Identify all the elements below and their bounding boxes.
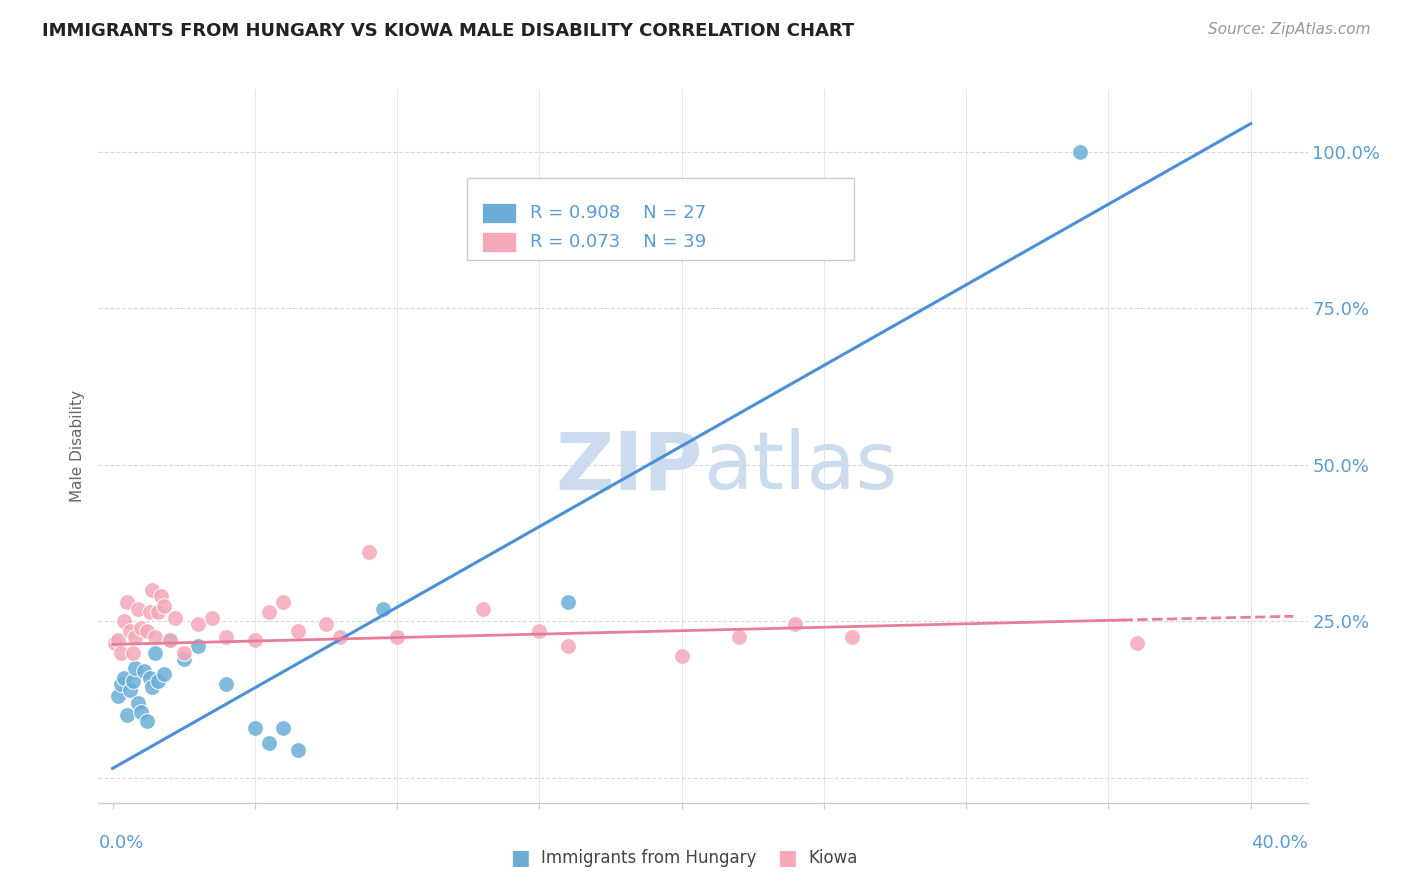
Point	[153, 667, 176, 681]
Point	[127, 601, 149, 615]
Point	[121, 673, 143, 688]
Point	[153, 599, 176, 613]
Point	[257, 605, 280, 619]
Point	[143, 630, 166, 644]
Text: atlas: atlas	[703, 428, 897, 507]
Point	[110, 646, 132, 660]
Point	[121, 646, 143, 660]
Point	[529, 624, 551, 638]
Text: 40.0%: 40.0%	[1251, 834, 1308, 852]
Point	[201, 611, 224, 625]
Point	[124, 661, 146, 675]
Point	[141, 680, 163, 694]
Point	[243, 721, 266, 735]
Text: R = 0.908    N = 27: R = 0.908 N = 27	[530, 204, 706, 222]
Y-axis label: Male Disability: Male Disability	[70, 390, 86, 502]
Point	[187, 617, 209, 632]
Point	[287, 624, 309, 638]
Point	[371, 601, 394, 615]
Text: Kiowa: Kiowa	[808, 849, 858, 867]
FancyBboxPatch shape	[482, 202, 516, 223]
Point	[159, 633, 181, 648]
Point	[215, 677, 238, 691]
Text: ■: ■	[778, 848, 797, 868]
Point	[107, 690, 129, 704]
Point	[129, 705, 152, 719]
Point	[146, 605, 169, 619]
Point	[135, 714, 157, 729]
FancyBboxPatch shape	[467, 178, 855, 260]
Point	[135, 624, 157, 638]
Point	[385, 630, 408, 644]
Point	[273, 595, 295, 609]
Text: Source: ZipAtlas.com: Source: ZipAtlas.com	[1208, 22, 1371, 37]
Point	[118, 624, 141, 638]
Point	[357, 545, 380, 559]
Text: 0.0%: 0.0%	[98, 834, 143, 852]
Point	[132, 665, 155, 679]
Text: ZIP: ZIP	[555, 428, 703, 507]
Text: R = 0.073    N = 39: R = 0.073 N = 39	[530, 234, 706, 252]
Point	[112, 671, 135, 685]
Point	[557, 640, 579, 654]
Point	[146, 673, 169, 688]
Point	[257, 736, 280, 750]
Point	[165, 611, 187, 625]
Point	[110, 677, 132, 691]
Point	[187, 640, 209, 654]
Point	[557, 595, 579, 609]
Text: Immigrants from Hungary: Immigrants from Hungary	[541, 849, 756, 867]
Point	[173, 646, 195, 660]
Point	[104, 636, 127, 650]
FancyBboxPatch shape	[482, 233, 516, 252]
Point	[785, 617, 807, 632]
Point	[841, 630, 863, 644]
Point	[129, 621, 152, 635]
Point	[143, 646, 166, 660]
Point	[1069, 145, 1091, 159]
Point	[138, 605, 160, 619]
Point	[141, 582, 163, 597]
Point	[138, 671, 160, 685]
Point	[124, 630, 146, 644]
Point	[107, 633, 129, 648]
Point	[671, 648, 693, 663]
Point	[727, 630, 749, 644]
Point	[118, 683, 141, 698]
Text: IMMIGRANTS FROM HUNGARY VS KIOWA MALE DISABILITY CORRELATION CHART: IMMIGRANTS FROM HUNGARY VS KIOWA MALE DI…	[42, 22, 855, 40]
Point	[150, 589, 173, 603]
Point	[159, 633, 181, 648]
Point	[173, 652, 195, 666]
Point	[215, 630, 238, 644]
Point	[115, 595, 138, 609]
Point	[273, 721, 295, 735]
Point	[287, 742, 309, 756]
Point	[112, 614, 135, 628]
Point	[127, 696, 149, 710]
Point	[1126, 636, 1149, 650]
Point	[315, 617, 337, 632]
Point	[115, 708, 138, 723]
Text: ■: ■	[510, 848, 530, 868]
Point	[243, 633, 266, 648]
Point	[329, 630, 352, 644]
Point	[471, 601, 494, 615]
